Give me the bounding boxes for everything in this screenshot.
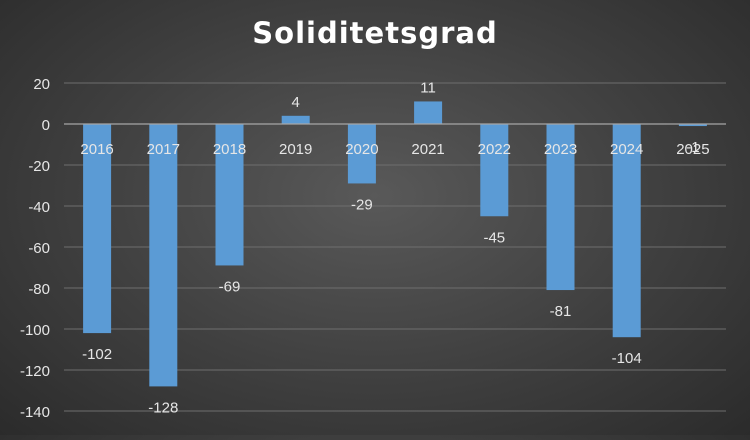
bar [149, 124, 178, 387]
data-label: -102 [82, 346, 112, 363]
y-tick-label: -80 [28, 281, 50, 298]
data-label: -69 [219, 278, 241, 295]
bar [546, 124, 575, 291]
bar [347, 124, 376, 184]
y-tick-label: -120 [20, 363, 50, 380]
data-label: -128 [148, 399, 178, 416]
chart-title: Soliditetsgrad [252, 16, 498, 50]
data-label: -81 [550, 303, 572, 320]
data-label: 4 [292, 94, 300, 111]
y-tick-label: -140 [20, 404, 50, 421]
x-tick-label: 2025 [676, 141, 709, 158]
bar [281, 115, 310, 124]
x-tick-label: 2016 [80, 141, 113, 158]
x-tick-label: 2019 [279, 141, 312, 158]
x-tick-label: 2023 [544, 141, 577, 158]
x-tick-label: 2017 [147, 141, 180, 158]
bar [480, 124, 509, 217]
y-tick-label: -100 [20, 322, 50, 339]
bar [612, 124, 641, 338]
x-tick-label: 2021 [411, 141, 444, 158]
x-tick-label: 2020 [345, 141, 378, 158]
x-tick-label: 2024 [610, 141, 643, 158]
bar [215, 124, 244, 266]
y-tick-label: -20 [28, 158, 50, 175]
data-label: 11 [420, 79, 436, 96]
y-tick-label: -60 [28, 240, 50, 257]
bar [678, 124, 707, 127]
data-label: -45 [483, 229, 505, 246]
data-label: -1 [686, 139, 699, 156]
y-tick-label: 20 [33, 76, 50, 93]
y-tick-label: 0 [42, 117, 50, 134]
bar [414, 101, 443, 124]
data-label: -104 [612, 350, 642, 367]
x-tick-label: 2022 [478, 141, 511, 158]
x-tick-label: 2018 [213, 141, 246, 158]
data-label: -29 [351, 196, 373, 213]
bar [83, 124, 112, 334]
y-tick-label: -40 [28, 199, 50, 216]
